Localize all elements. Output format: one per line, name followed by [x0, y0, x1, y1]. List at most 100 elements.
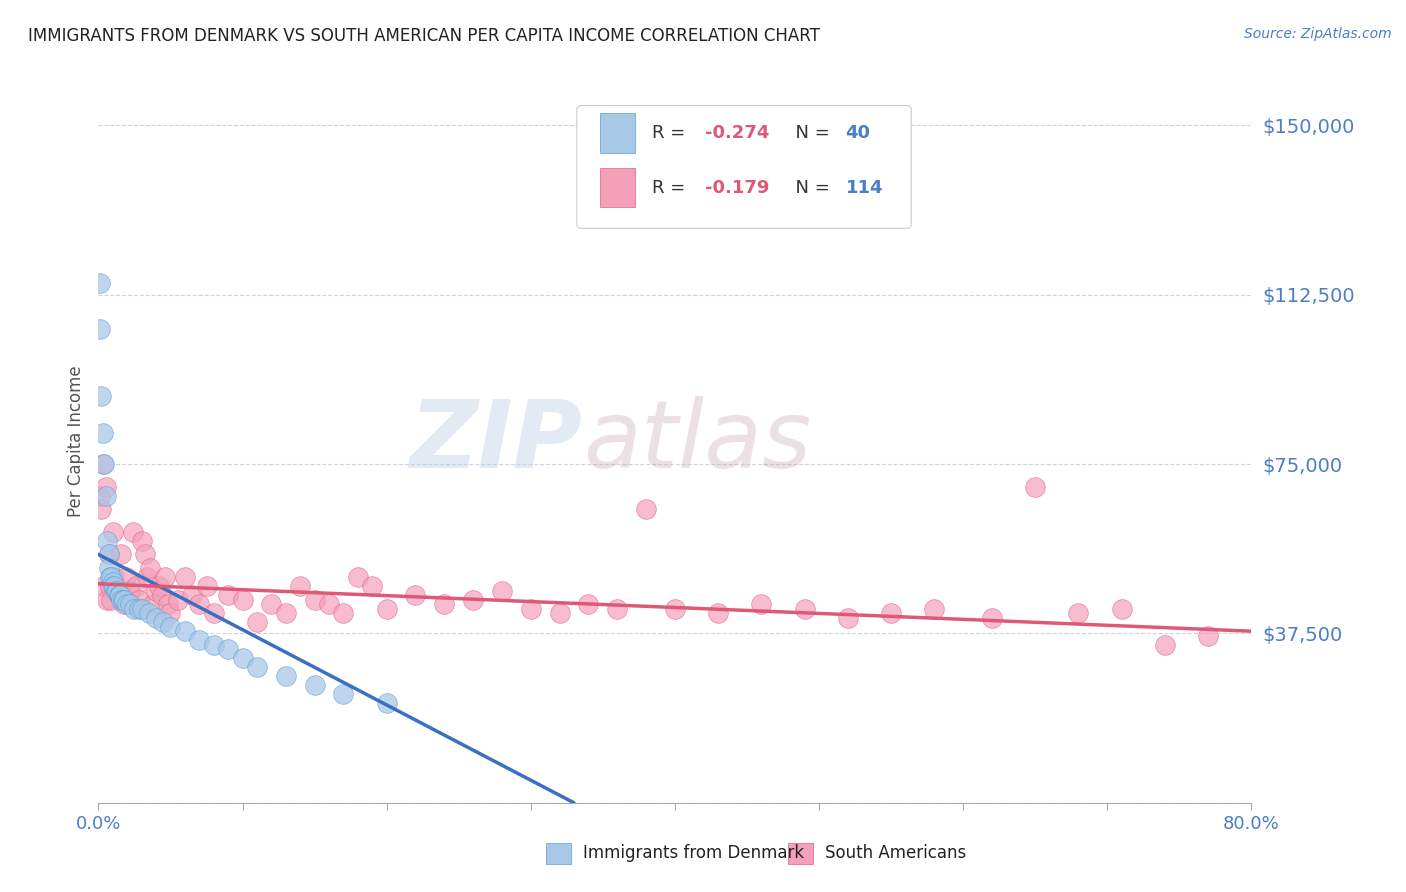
Point [100, 570, 122, 584]
Text: Source: ZipAtlas.com: Source: ZipAtlas.com [1244, 27, 1392, 41]
Point [274, 606, 297, 620]
Point [260, 597, 283, 611]
Point [375, 601, 398, 615]
Point [94, 489, 117, 503]
Point [361, 579, 384, 593]
Point [202, 638, 225, 652]
Point [89, 277, 111, 291]
Point [159, 620, 181, 634]
Point [120, 583, 142, 598]
Point [142, 597, 165, 611]
Point [880, 606, 903, 620]
Point [1024, 480, 1046, 494]
Point [318, 597, 340, 611]
Point [195, 579, 218, 593]
Point [108, 588, 131, 602]
Point [114, 570, 136, 584]
Point [174, 624, 197, 639]
Point [636, 502, 658, 516]
Point [181, 588, 204, 602]
Point [156, 597, 179, 611]
Point [97, 561, 120, 575]
Text: 40: 40 [845, 124, 870, 142]
Point [152, 615, 174, 630]
Point [103, 579, 125, 593]
Point [89, 489, 111, 503]
Point [122, 524, 145, 539]
Point [117, 592, 139, 607]
Point [174, 570, 197, 584]
Point [304, 678, 326, 692]
Point [145, 610, 167, 624]
Point [97, 548, 120, 562]
Point [375, 697, 398, 711]
Point [1197, 629, 1219, 643]
Point [103, 570, 125, 584]
Point [274, 669, 297, 683]
Text: R =: R = [652, 124, 690, 142]
Point [159, 606, 181, 620]
Point [101, 524, 124, 539]
FancyBboxPatch shape [576, 105, 911, 228]
Text: N =: N = [785, 124, 837, 142]
Point [138, 606, 160, 620]
FancyBboxPatch shape [787, 843, 813, 864]
Point [134, 548, 156, 562]
Point [981, 610, 1004, 624]
Point [346, 570, 368, 584]
Point [128, 592, 150, 607]
FancyBboxPatch shape [600, 168, 634, 208]
Point [104, 579, 127, 593]
Text: South Americans: South Americans [825, 845, 966, 863]
Point [217, 642, 239, 657]
Text: atlas: atlas [582, 396, 811, 487]
Point [96, 592, 118, 607]
Point [98, 579, 121, 593]
Point [188, 597, 211, 611]
Text: Immigrants from Denmark: Immigrants from Denmark [582, 845, 804, 863]
Point [231, 651, 254, 665]
Point [153, 570, 176, 584]
Point [120, 597, 142, 611]
Point [332, 687, 354, 701]
Point [93, 579, 115, 593]
Point [98, 570, 121, 584]
Point [548, 606, 571, 620]
Point [751, 597, 773, 611]
Point [606, 601, 628, 615]
Point [148, 579, 170, 593]
Point [91, 425, 114, 440]
Point [707, 606, 730, 620]
Point [664, 601, 686, 615]
Text: R =: R = [652, 178, 690, 196]
Point [139, 561, 162, 575]
Point [108, 583, 131, 598]
Point [520, 601, 543, 615]
Point [91, 457, 114, 471]
Point [110, 548, 132, 562]
Point [924, 601, 946, 615]
Point [461, 592, 484, 607]
FancyBboxPatch shape [600, 113, 634, 153]
Point [97, 548, 120, 562]
Point [124, 601, 146, 615]
Point [93, 457, 115, 471]
Point [117, 597, 139, 611]
Point [405, 588, 427, 602]
Point [90, 389, 112, 403]
Point [1111, 601, 1133, 615]
Text: 114: 114 [845, 178, 883, 196]
Point [131, 601, 153, 615]
Point [112, 597, 135, 611]
FancyBboxPatch shape [546, 843, 571, 864]
Point [578, 597, 600, 611]
Point [110, 592, 132, 607]
Point [145, 583, 167, 598]
Text: -0.274: -0.274 [704, 124, 769, 142]
Point [793, 601, 815, 615]
Point [837, 610, 859, 624]
Y-axis label: Per Capita Income: Per Capita Income [66, 366, 84, 517]
Point [217, 588, 239, 602]
Point [290, 579, 312, 593]
Point [131, 533, 153, 548]
